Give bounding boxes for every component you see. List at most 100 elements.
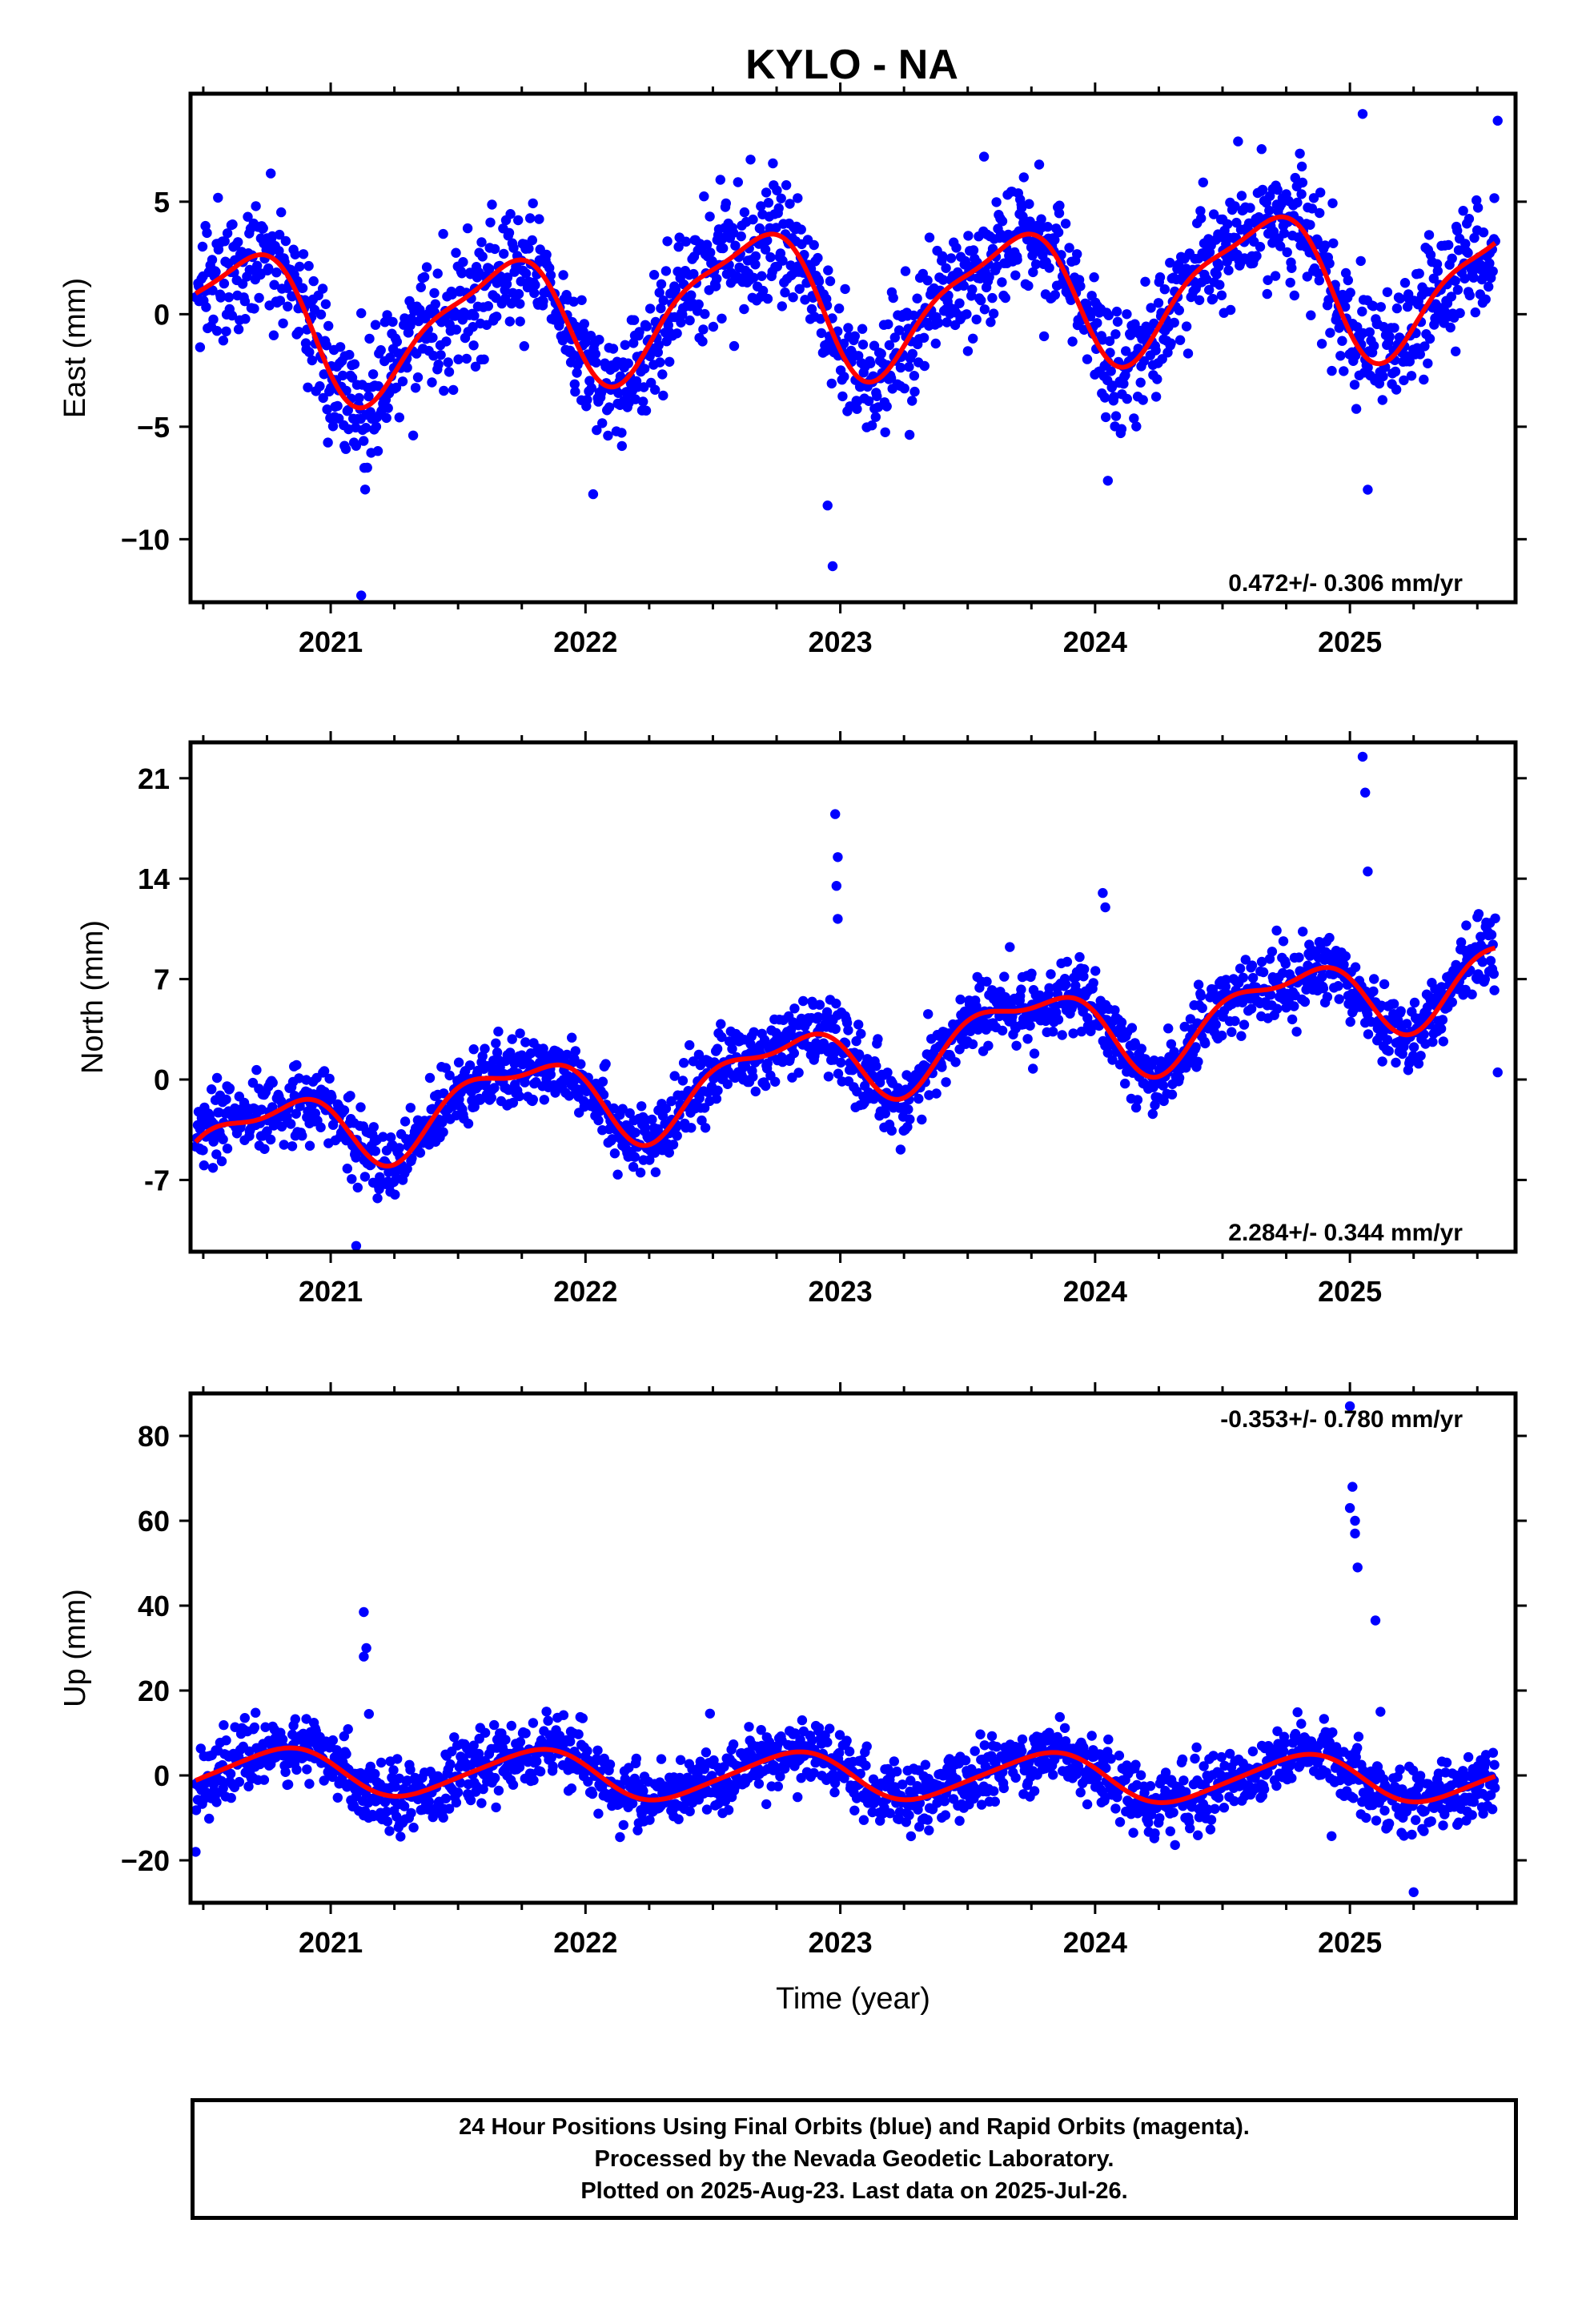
data-point-east [1275, 241, 1286, 251]
data-point-east [658, 390, 669, 401]
data-point-north [342, 1164, 352, 1174]
data-point-east [202, 227, 212, 239]
data-point-east [278, 318, 288, 328]
data-point-north [661, 1104, 672, 1114]
x-tick-label: 2025 [1318, 625, 1382, 658]
data-point-east [319, 369, 329, 380]
data-point-up [627, 1798, 638, 1809]
data-point-east [295, 261, 305, 272]
data-point-east [505, 209, 516, 219]
data-point-east [710, 281, 721, 292]
data-point-east [1325, 328, 1335, 338]
data-point-north [508, 1097, 519, 1108]
data-point-up [451, 1797, 462, 1808]
data-point-north [749, 1027, 759, 1038]
data-point-north [1289, 1001, 1299, 1011]
data-point-up [675, 1755, 686, 1765]
data-point-north [1267, 947, 1278, 957]
data-point-east [653, 340, 664, 351]
data-point-north [882, 1068, 893, 1078]
data-point-east [447, 289, 457, 300]
data-point-east [515, 316, 525, 327]
outlier-point-east [588, 489, 599, 500]
data-point-north [438, 1127, 448, 1137]
data-point-up [1044, 1727, 1054, 1738]
data-point-east [438, 228, 448, 239]
data-point-east [213, 192, 223, 203]
data-point-up [1114, 1751, 1125, 1761]
data-point-east [356, 308, 367, 319]
data-point-east [813, 252, 823, 263]
data-point-east [1110, 329, 1121, 340]
data-point-north [1022, 1034, 1033, 1044]
data-point-east [796, 224, 806, 235]
data-point-up [1181, 1787, 1191, 1797]
data-point-up [986, 1731, 998, 1742]
data-point-east [477, 251, 488, 262]
data-point-north [424, 1072, 436, 1084]
data-point-up [343, 1724, 353, 1735]
data-point-east [872, 391, 882, 401]
data-point-east [1296, 189, 1307, 199]
data-point-north [545, 1069, 556, 1080]
data-point-east [1131, 421, 1142, 432]
data-point-east [469, 311, 480, 321]
data-point-east [665, 356, 675, 367]
data-point-east [275, 296, 286, 306]
data-point-east [530, 279, 540, 291]
data-point-east [444, 367, 455, 377]
data-point-east [644, 351, 655, 361]
data-point-up [829, 1787, 840, 1798]
data-point-north [1363, 1009, 1373, 1020]
data-point-up [695, 1756, 705, 1767]
data-point-north [415, 1148, 426, 1158]
data-point-east [968, 333, 978, 344]
data-point-north [711, 1093, 722, 1104]
data-point-up [868, 1774, 879, 1784]
data-point-east [1340, 301, 1351, 312]
panel-frame-north [188, 740, 1518, 1254]
data-point-east [1432, 266, 1443, 276]
data-point-up [1154, 1813, 1165, 1823]
data-point-up [1208, 1751, 1219, 1761]
data-point-east [354, 392, 364, 404]
data-point-east [332, 400, 343, 412]
data-point-up [1229, 1795, 1239, 1807]
data-point-east [987, 292, 998, 304]
data-point-east [326, 383, 336, 393]
data-point-north [1437, 1015, 1448, 1025]
data-point-north [568, 1076, 579, 1087]
data-point-up [1103, 1734, 1114, 1745]
data-point-up [1101, 1763, 1111, 1773]
data-point-north [486, 1092, 496, 1104]
data-point-east [809, 239, 819, 251]
data-point-north [1211, 1019, 1221, 1030]
data-point-east [363, 391, 374, 402]
data-point-east [1382, 287, 1393, 297]
data-point-east [855, 381, 866, 392]
outlier-point-north [1360, 787, 1371, 798]
data-point-east [307, 355, 317, 366]
data-point-up [813, 1723, 825, 1733]
data-point-north [1345, 1016, 1355, 1027]
data-point-up [381, 1807, 392, 1817]
data-point-east [1314, 275, 1325, 286]
data-point-east [323, 437, 333, 448]
data-point-east [268, 330, 279, 340]
data-point-east [941, 263, 951, 273]
data-point-east [274, 229, 285, 240]
data-point-north [1436, 982, 1447, 992]
data-point-east [499, 248, 509, 259]
data-point-east [1327, 365, 1337, 376]
data-point-east [1118, 379, 1129, 389]
data-point-up [587, 1788, 598, 1799]
data-point-up [592, 1745, 603, 1755]
data-point-east [1445, 322, 1456, 333]
data-point-up [960, 1755, 971, 1766]
data-point-north [251, 1064, 262, 1076]
data-point-up [573, 1729, 584, 1739]
data-point-north [1298, 927, 1308, 937]
data-point-east [771, 223, 781, 233]
data-point-north [444, 1070, 455, 1081]
data-point-east [1453, 245, 1464, 255]
